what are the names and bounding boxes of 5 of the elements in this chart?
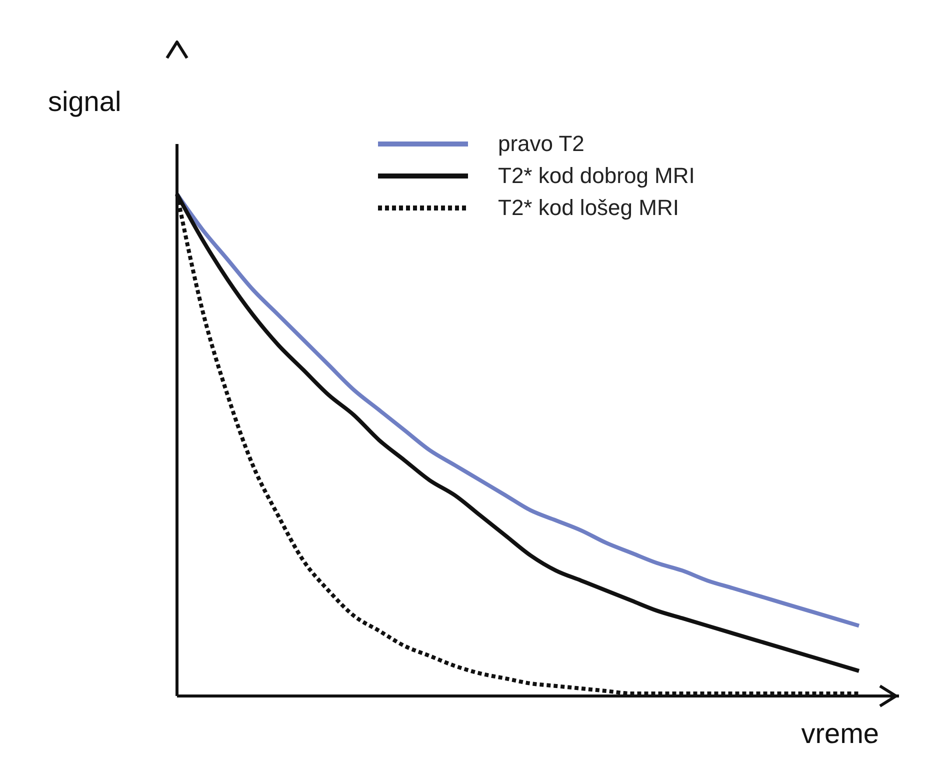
legend-label: T2* kod dobrog MRI xyxy=(498,163,695,189)
x-axis-title: vreme xyxy=(801,718,879,750)
legend-label: pravo T2 xyxy=(498,131,584,157)
legend-label: T2* kod lošeg MRI xyxy=(498,195,679,221)
y-axis-title: signal xyxy=(48,86,122,118)
